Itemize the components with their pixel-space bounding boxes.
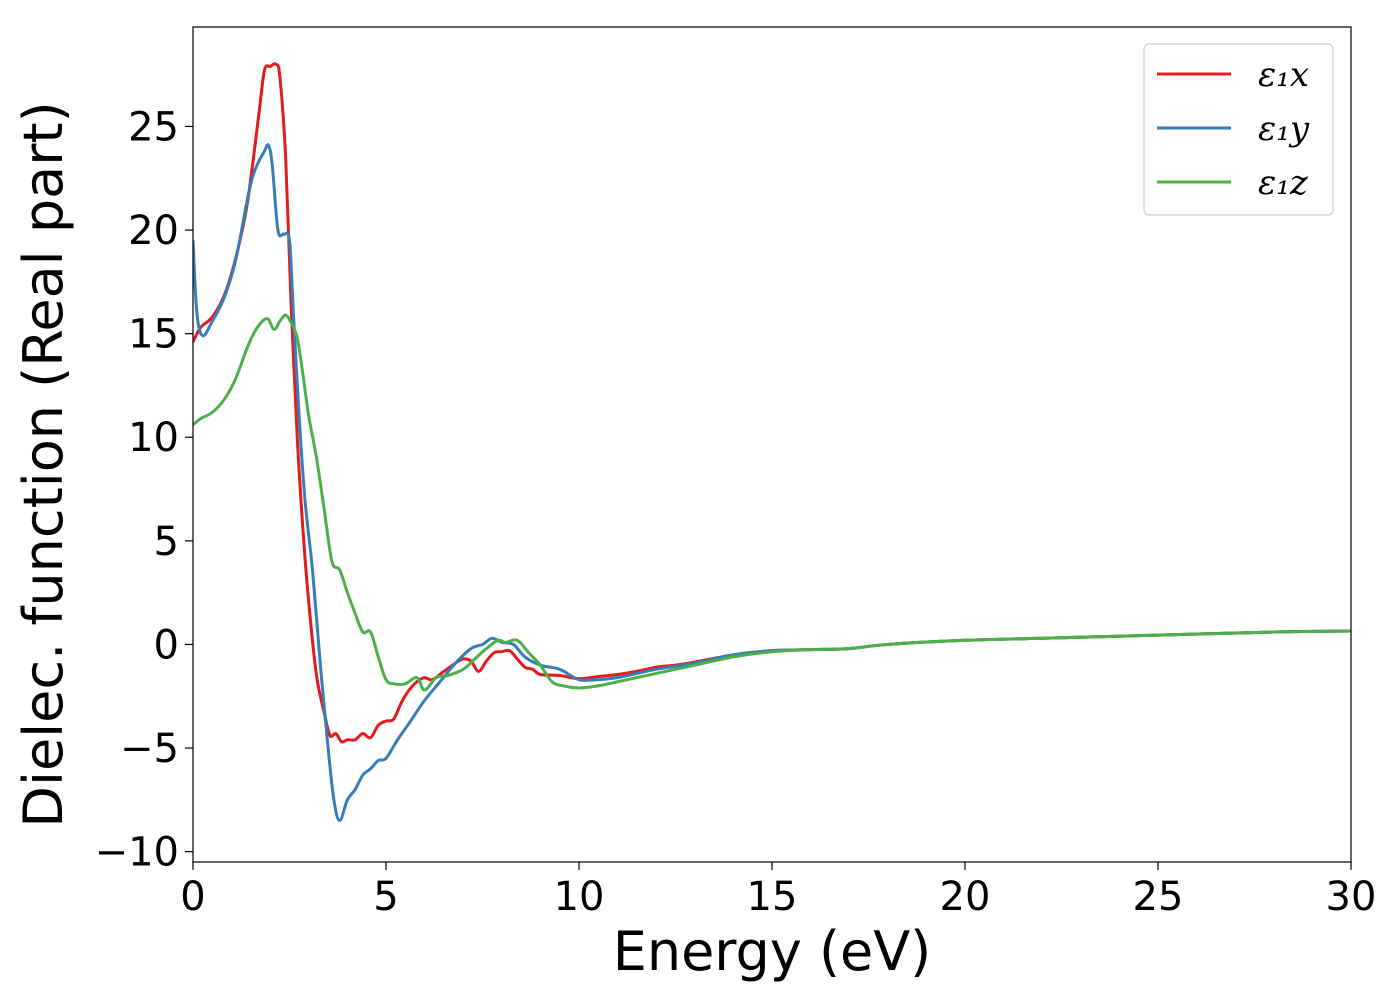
y-tick-label: −10 bbox=[95, 830, 179, 876]
legend-box bbox=[1143, 43, 1334, 216]
x-axis-ticks: 0 5 10 15 20 25 30 bbox=[180, 862, 1376, 920]
series-line-eps1z bbox=[193, 313, 1351, 692]
x-tick-label: 5 bbox=[373, 874, 398, 920]
y-tick-label: 20 bbox=[128, 208, 179, 254]
y-tick-label: 10 bbox=[128, 415, 179, 461]
x-axis-label: Energy (eV) bbox=[613, 920, 932, 983]
y-tick-label: 5 bbox=[154, 519, 179, 565]
x-tick-label: 20 bbox=[940, 874, 991, 920]
x-tick-label: 10 bbox=[554, 874, 605, 920]
x-tick-label: 30 bbox=[1326, 874, 1377, 920]
x-tick-label: 25 bbox=[1133, 874, 1184, 920]
y-tick-label: 15 bbox=[128, 312, 179, 358]
y-tick-label: 0 bbox=[154, 622, 179, 668]
legend-label-eps1z: ε₁z bbox=[1258, 163, 1309, 203]
y-axis-label: Dielec. function (Real part) bbox=[12, 101, 75, 827]
legend-label-eps1x: ε₁x bbox=[1258, 55, 1309, 95]
x-tick-label: 0 bbox=[180, 874, 205, 920]
y-tick-label: −5 bbox=[120, 726, 179, 772]
series-layer bbox=[193, 62, 1351, 823]
legend: ε₁x ε₁y ε₁z bbox=[1143, 43, 1334, 216]
x-tick-label: 15 bbox=[747, 874, 798, 920]
legend-label-eps1y: ε₁y bbox=[1258, 109, 1310, 149]
y-tick-label: 25 bbox=[128, 104, 179, 150]
series-line-eps1y bbox=[193, 143, 1351, 823]
y-axis-ticks: −10 −5 0 5 10 15 20 25 bbox=[95, 104, 193, 876]
